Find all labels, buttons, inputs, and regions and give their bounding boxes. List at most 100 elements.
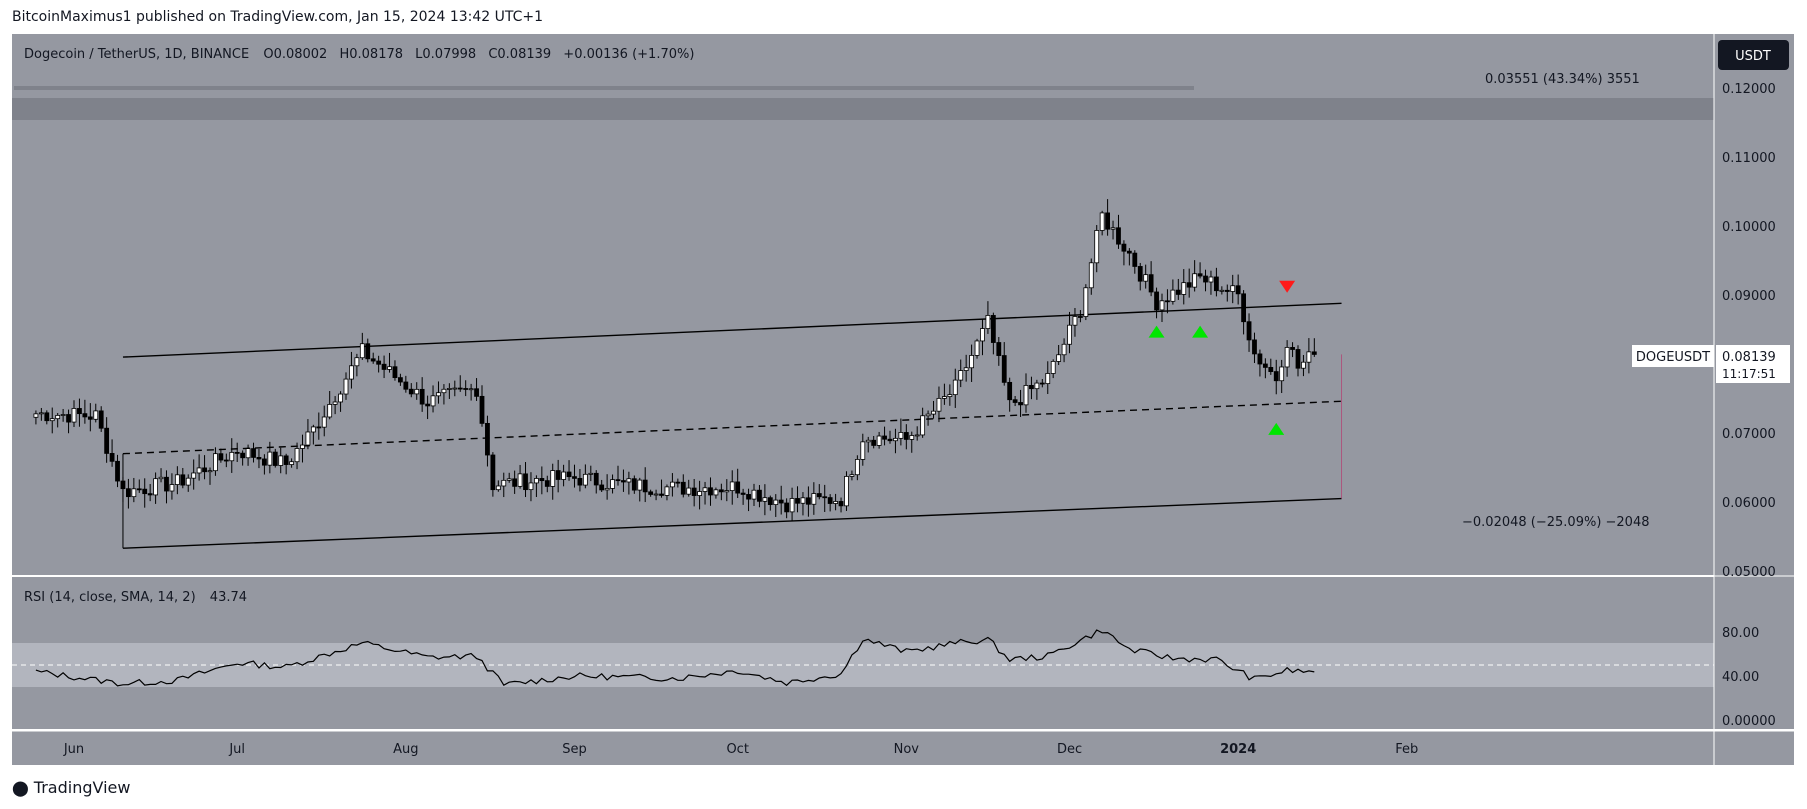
candle-body [621,480,626,483]
candle-body [1126,250,1132,254]
candle-body [767,497,773,506]
candle-body [740,492,746,495]
candle-body [806,497,811,505]
candle-body [762,497,768,502]
candle-body [147,493,153,496]
candle-body [98,410,104,429]
price-tick-label: 0.11000 [1722,151,1776,166]
candle-body [1159,300,1165,311]
candle-body [1192,273,1198,288]
candle-body [131,488,137,498]
candle-body [196,467,202,474]
time-tick-label: Jun [63,742,84,757]
candle-body [359,343,365,359]
candle-body [1012,399,1018,403]
candle-body [289,461,295,465]
candle-body [245,448,251,459]
legend-high-label: H [339,47,349,62]
candle-body [33,413,39,418]
legend-high: 0.08178 [349,47,403,62]
candle-body [327,404,333,418]
legend-symbol: Dogecoin / TetherUS, 1D, BINANCE [24,47,249,62]
candle-body [158,476,164,480]
candle-body [1306,351,1312,363]
footer[interactable]: ⬤ TradingView [12,778,130,797]
candle-body [920,415,926,436]
candle-body [1061,343,1067,356]
candle-body [66,414,71,423]
candle-body [185,477,191,486]
legend-open-label: O [263,47,273,62]
candle-body [903,432,909,440]
candle-body [381,363,387,370]
candle-body [914,434,920,437]
candle-body [1235,285,1241,295]
top-shade-band [12,98,1714,120]
candle-body [784,502,790,513]
candle-body [746,494,751,500]
candle-body [142,488,148,495]
price-pane[interactable] [12,34,1714,575]
price-tick-label: 0.07000 [1722,427,1776,442]
candle-body [1257,353,1263,365]
candle-body [1246,321,1252,341]
candle-body [82,413,88,418]
candle-body [844,476,849,507]
candle-body [153,478,159,496]
candle-body [969,355,974,369]
candle-body [882,435,887,440]
time-tick-label: Feb [1395,742,1418,757]
candle-body [1034,382,1040,390]
candle-body [1083,287,1089,317]
candle-body [1214,276,1219,292]
candle-body [1165,300,1170,303]
candle-body [490,454,496,491]
time-tick-label: Jul [228,742,245,757]
time-tick-label: Oct [726,742,748,757]
candle-body [604,488,610,491]
candle-body [1186,282,1192,288]
candle-body [757,489,762,502]
candle-body [1279,366,1285,382]
candle-body [963,367,969,371]
candle-body [457,387,463,390]
candle-body [1039,382,1045,385]
candle-body [816,493,822,498]
candle-body [240,452,246,459]
time-tick-label: Sep [562,742,587,757]
candle-body [267,451,273,466]
candle-body [702,487,708,492]
legend-close-label: C [488,47,497,62]
candle-body [550,470,556,487]
candle-body [104,427,110,454]
time-tick-label: Dec [1057,742,1082,757]
candle-body [544,480,550,487]
time-axis[interactable] [12,731,1794,765]
candle-body [430,395,436,407]
candle-body [44,412,50,422]
candle-body [136,488,142,491]
candle-body [751,489,757,500]
currency-badge[interactable] [1718,40,1789,70]
candle-body [577,477,583,486]
candle-body [1001,355,1007,383]
candle-body [1105,212,1110,230]
candle-body [1301,361,1306,369]
candle-body [234,451,240,454]
candle-body [191,472,197,479]
candle-body [1148,274,1154,293]
candle-body [1273,371,1279,382]
candle-body [534,478,539,484]
channel-lower-line [122,497,1342,549]
candle-body [1311,351,1317,355]
candle-body [871,439,877,446]
candle-body [305,431,311,446]
candle-body [822,496,828,499]
candle-body [637,479,643,491]
time-tick-label: Nov [894,742,920,757]
candle-body [419,388,425,405]
price-tick-label: 0.06000 [1722,496,1776,511]
legend-open: 0.08002 [274,47,328,62]
candle-body [1078,316,1083,318]
